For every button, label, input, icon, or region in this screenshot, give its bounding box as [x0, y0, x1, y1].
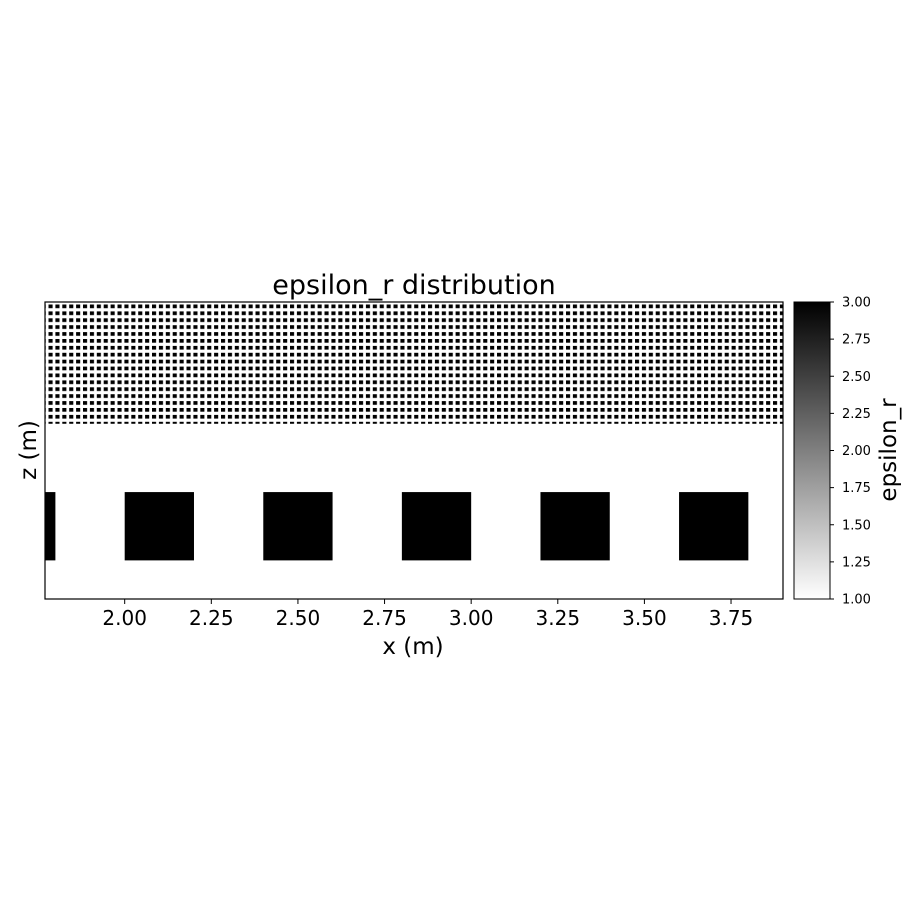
x-axis-ticks: 2.00 2.25 2.50 2.75 3.00 3.25 3.50 3.75: [102, 599, 753, 630]
chart-title: epsilon_r distribution: [272, 270, 556, 301]
colorbar-tick-label: 2.00: [842, 444, 871, 459]
colorbar-tick-label: 1.00: [842, 593, 871, 608]
colorbar-tick-label: 1.75: [842, 481, 871, 496]
upper-layer-inclusions: [45, 302, 783, 424]
x-tick-label: 3.25: [536, 606, 581, 630]
y-axis-label: z (m): [16, 420, 42, 480]
colorbar-tick-label: 2.50: [842, 370, 871, 385]
x-axis-label: x (m): [382, 634, 443, 660]
colorbar-label: epsilon_r: [876, 398, 902, 502]
x-tick-label: 3.75: [709, 606, 754, 630]
x-tick-label: 2.25: [189, 606, 234, 630]
colorbar-ticks: 1.00 1.25 1.50 1.75 2.00 2.25 2.50 2.75 3.00: [830, 296, 871, 608]
colorbar-tick-label: 1.50: [842, 518, 871, 533]
x-tick-label: 3.50: [622, 606, 667, 630]
plot-frame: [44, 301, 784, 600]
colorbar-tick-label: 2.25: [842, 407, 871, 422]
colorbar-tick-label: 1.25: [842, 555, 871, 570]
x-tick-label: 2.75: [362, 606, 407, 630]
dielectric-block-2: [124, 492, 194, 561]
x-tick-label: 2.00: [102, 606, 147, 630]
colorbar-tick-label: 3.00: [842, 296, 871, 311]
dielectric-block-1: [45, 492, 56, 561]
x-tick-label: 2.50: [276, 606, 321, 630]
colorbar-tick-label: 2.75: [842, 333, 871, 348]
dielectric-block-3: [263, 492, 333, 561]
x-tick-label: 3.00: [449, 606, 494, 630]
dielectric-block-6: [679, 492, 749, 561]
dielectric-block-5: [540, 492, 610, 561]
plot-content: [45, 302, 783, 561]
dielectric-block-4: [401, 492, 472, 561]
colorbar: [793, 301, 831, 600]
